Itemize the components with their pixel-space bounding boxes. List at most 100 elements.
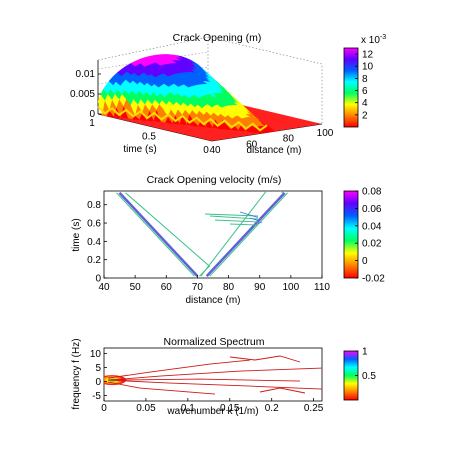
p2-y-tick-label: 0.2 [87, 255, 101, 266]
panel1-ylabel: time (s) [123, 144, 156, 155]
p3-contour-streak [108, 381, 216, 395]
p3-y-tick-label: 10 [90, 349, 102, 360]
p1-time-tick-label: 0.5 [142, 132, 156, 143]
p1-distance-tick-label: 40 [209, 145, 221, 156]
p2-x-tick-label: 100 [283, 282, 300, 293]
panel1-z-ticks: 0 0.005 0.01 [70, 69, 101, 120]
panel1-title: Crack Opening (m) [173, 32, 262, 44]
p1-z-tick-label: 0.01 [76, 69, 96, 80]
p2-front-envelope [209, 192, 288, 277]
panel1-colorbar-exponent: x 10-3 [361, 34, 386, 46]
p2-cb-tick-label: 0.08 [362, 187, 382, 198]
panel3-title: Normalized Spectrum [164, 336, 265, 348]
p3-contour-streak [108, 378, 301, 382]
p1-cb-tick-label: 12 [362, 50, 374, 61]
panel-crack-velocity: Crack Opening velocity (m/s) 40 50 60 70 80 9… [71, 174, 385, 306]
p2-x-tick-label: 40 [98, 282, 110, 293]
p3-x-tick-label: 0.15 [220, 403, 240, 414]
p1-distance-tick-label: 100 [317, 128, 334, 139]
panel3-xlabel: wavenumber k (1/m) [166, 406, 258, 417]
panel2-contours [116, 191, 288, 278]
p1-ripple [97, 106, 268, 132]
p1-surface-patch [267, 128, 276, 132]
panel2-title: Crack Opening velocity (m/s) [147, 174, 282, 186]
p2-wake-line [209, 215, 259, 220]
p2-wake-line [257, 221, 263, 224]
p2-cb-tick-label: 0.04 [362, 221, 382, 232]
panel2-x-ticks: 40 50 60 70 80 90 100 110 [98, 275, 330, 293]
p2-wake-line [229, 223, 259, 226]
p2-cb-tick-label: 0.02 [362, 239, 382, 250]
panel1-distance-ticks: 40 60 80 100 [209, 128, 333, 156]
p2-wake-line [239, 211, 259, 218]
p3-x-tick-label: 0.1 [181, 403, 195, 414]
p1-cb-tick-label: 6 [362, 86, 368, 97]
p1-surface-patch [266, 126, 274, 131]
p3-x-tick-label: 0 [101, 403, 107, 414]
panel2-colorbar-ticks: 0.08 0.06 0.04 0.02 0 -0.02 [355, 187, 385, 285]
p1-time-tick-label: 0 [203, 145, 209, 156]
panel3-x-ticks: 0 0.05 0.1 0.15 0.2 0.25 [101, 398, 324, 414]
panel3-colorbar-ticks: 10.5 [355, 347, 376, 382]
p2-x-tick-label: 110 [314, 282, 330, 293]
p1-z-tick-label: 0 [89, 109, 95, 120]
p3-contour-streak [108, 359, 251, 379]
p2-x-tick-label: 60 [161, 282, 173, 293]
p2-cb-tick-label: -0.02 [362, 274, 385, 285]
panel3-y-ticks: 10 5 0 -5 [90, 349, 107, 402]
p2-x-tick-label: 70 [192, 282, 204, 293]
p2-wake-line [249, 217, 259, 221]
panel3-ylabel: frequency f (Hz) [71, 338, 82, 409]
p1-cb-tick-label: 8 [362, 74, 368, 85]
panel2-ylabel: time (s) [71, 218, 82, 251]
panel1-xlabel: distance (m) [246, 145, 301, 156]
p2-y-tick-label: 0 [95, 274, 101, 285]
p2-wake-line [204, 213, 259, 217]
p3-y-tick-label: 5 [95, 363, 101, 374]
p3-cb-tick-label: 0.5 [362, 371, 376, 382]
p3-contour-streak [108, 379, 322, 390]
p2-x-tick-label: 50 [130, 282, 142, 293]
panel1-surface [97, 54, 322, 141]
p3-x-tick-label: 0.2 [265, 403, 279, 414]
p3-y-tick-label: -5 [92, 391, 101, 402]
p3-x-tick-label: 0.25 [304, 403, 324, 414]
panel3-axes-box [103, 347, 323, 402]
p1-distance-tick-label: 60 [246, 139, 258, 150]
panel2-y-ticks: 0 0.2 0.4 0.6 0.8 [87, 200, 107, 285]
p2-front-peak [206, 192, 285, 277]
panel-normalized-spectrum: Normalized Spectrum 0 0.05 0.1 0.15 0.2 0.25 … [71, 336, 376, 417]
panel1-colorbar [343, 47, 359, 128]
p1-distance-tick-label: 80 [283, 134, 295, 145]
p1-side-grid [207, 36, 323, 124]
p2-cb-tick-label: 0.06 [362, 204, 382, 215]
panel1-time-ticks: 00.51 [89, 118, 209, 156]
panel2-colorbar [343, 190, 359, 279]
p3-cb-tick-label: 1 [362, 347, 368, 358]
p2-front-envelope [116, 192, 195, 277]
p2-y-tick-label: 0.8 [87, 200, 101, 211]
p2-x-tick-label: 90 [254, 282, 266, 293]
p1-cb-tick-label: 10 [362, 62, 374, 73]
p2-front-envelope [200, 191, 283, 277]
panel2-axes-box [103, 190, 323, 279]
p2-y-tick-label: 0.4 [87, 237, 101, 248]
p2-cb-tick-label: 0 [362, 256, 368, 267]
panel2-xlabel: distance (m) [185, 295, 240, 306]
p3-contour-streak [229, 355, 301, 363]
p2-x-tick-label: 80 [223, 282, 235, 293]
panel3-contours [104, 355, 322, 395]
p3-x-tick-label: 0.05 [136, 403, 156, 414]
p1-cb-tick-label: 2 [362, 110, 368, 121]
p2-wake-line [214, 219, 259, 223]
p2-y-tick-label: 0.6 [87, 219, 101, 230]
p1-cb-tick-label: 4 [362, 98, 368, 109]
p3-y-tick-label: 0 [95, 377, 101, 388]
p3-contour-streak [108, 367, 322, 381]
p3-contour-streak [259, 387, 306, 394]
p1-grid-line [97, 51, 209, 70]
p2-front-peak [119, 192, 198, 277]
